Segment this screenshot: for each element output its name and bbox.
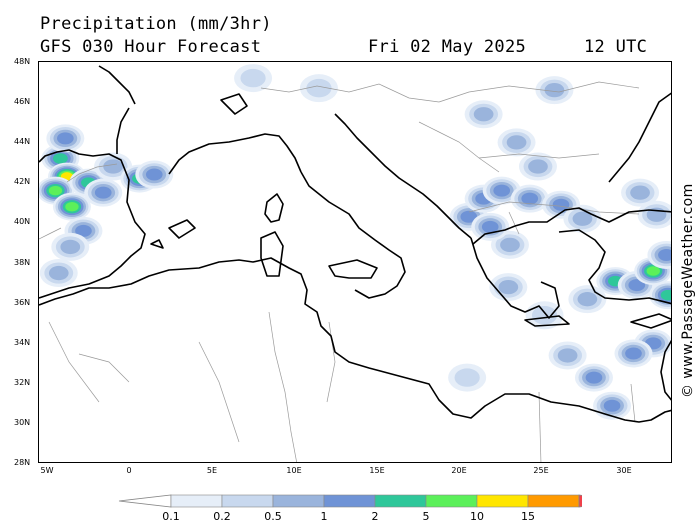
lat-label-36n: 36N (14, 298, 31, 307)
precip-cell-4-level-3 (57, 132, 74, 145)
lon-label-5e: 5E (206, 466, 218, 475)
precip-cell-31-level-3 (585, 371, 603, 384)
lon-label-10e: 10E (286, 466, 302, 475)
lon-label-15e: 15E (369, 466, 385, 475)
precip-cell-34-level-2 (577, 292, 598, 307)
legend-label-0-5: 0.5 (264, 510, 282, 523)
precip-cell-27-level-4 (660, 289, 671, 301)
color-scale-bar (118, 494, 582, 508)
precip-cell-21-level-2 (528, 159, 548, 174)
legend-swatches (118, 494, 582, 508)
lat-label-44n: 44N (14, 137, 31, 146)
precip-cell-38-level-2 (473, 107, 494, 122)
precip-cell-26-level-5 (646, 266, 660, 276)
precip-cell-32-level-2 (557, 348, 578, 363)
lat-label-32n: 32N (14, 378, 31, 387)
precip-cell-17-level-3 (552, 198, 570, 211)
precipitation-layer (39, 64, 671, 420)
legend-swatch-6 (476, 494, 529, 508)
legend-swatch-5 (425, 494, 478, 508)
precip-cell-23-level-2 (544, 82, 565, 98)
precip-cell-37-level-1 (240, 68, 266, 88)
precip-cell-2-level-5 (48, 185, 63, 196)
legend-swatch-7 (527, 494, 580, 508)
precip-cell-18-level-2 (500, 237, 520, 253)
precip-cell-33-level-3 (603, 399, 621, 412)
precipitation-map[interactable] (38, 61, 672, 463)
legend-label-0-2: 0.2 (213, 510, 231, 523)
lon-label-30e: 30E (616, 466, 632, 475)
forecast-time: 12 UTC (584, 37, 648, 57)
lat-label-28n: 28N (14, 458, 31, 467)
precip-cell-0-level-4 (53, 153, 68, 164)
precip-cell-28-level-3 (658, 248, 671, 261)
legend-label-5: 5 (422, 510, 430, 523)
lat-label-46n: 46N (14, 97, 31, 106)
precip-cell-11-level-3 (145, 168, 163, 181)
watermark-text: © www.PassageWeather.com (680, 183, 696, 398)
precip-cell-8-level-2 (60, 239, 81, 255)
precip-cell-19-level-3 (481, 220, 499, 233)
precip-cell-30-level-3 (625, 347, 642, 360)
legend-swatch-0 (170, 494, 223, 508)
precip-cell-42-level-2 (498, 279, 519, 295)
legend-label-1: 1 (320, 510, 328, 523)
legend-label-2: 2 (371, 510, 379, 523)
coastline (39, 65, 671, 423)
precip-cell-41-level-1 (531, 306, 558, 325)
precip-cell-9-level-2 (103, 159, 123, 174)
precip-cell-39-level-2 (630, 185, 650, 200)
precip-cell-7-level-3 (75, 224, 92, 237)
precip-cell-36-level-1 (306, 78, 332, 98)
lat-label-34n: 34N (14, 338, 31, 347)
precip-cell-20-level-2 (572, 211, 593, 226)
precip-cell-40-level-1 (454, 368, 480, 387)
forecast-label: GFS 030 Hour Forecast (40, 37, 262, 57)
lat-label-30n: 30N (14, 418, 31, 427)
lon-label-0: 0 (126, 466, 132, 475)
lon-label-25e: 25E (533, 466, 549, 475)
legend-arrow-low (118, 494, 172, 508)
lat-label-48n: 48N (14, 57, 31, 66)
precip-cell-16-level-3 (521, 192, 539, 205)
legend-swatch-4 (374, 494, 427, 508)
legend-swatch-2 (272, 494, 325, 508)
precip-cell-15-level-3 (493, 184, 511, 197)
legend-label-15: 15 (521, 510, 535, 523)
precip-cell-22-level-2 (506, 135, 527, 150)
precip-cell-13-level-3 (460, 210, 478, 223)
lon-label-20e: 20E (451, 466, 467, 475)
legend-label-10: 10 (470, 510, 484, 523)
legend-arrow-high (578, 494, 582, 508)
lat-label-40n: 40N (14, 217, 31, 226)
precip-cell-3-level-5 (65, 201, 79, 212)
country-borders (39, 81, 640, 462)
chart-title: Precipitation (mm/3hr) (40, 14, 272, 34)
forecast-date: Fri 02 May 2025 (368, 37, 527, 57)
precip-cell-12-level-2 (48, 265, 69, 281)
precip-cell-25-level-3 (628, 279, 646, 292)
lat-label-38n: 38N (14, 258, 31, 267)
legend-swatch-3 (323, 494, 376, 508)
map-canvas (39, 64, 671, 462)
lon-label-5w: 5W (40, 466, 54, 475)
precip-cell-6-level-3 (94, 186, 112, 199)
legend-swatch-1 (221, 494, 274, 508)
lat-label-42n: 42N (14, 177, 31, 186)
legend-label-0-1: 0.1 (162, 510, 180, 523)
